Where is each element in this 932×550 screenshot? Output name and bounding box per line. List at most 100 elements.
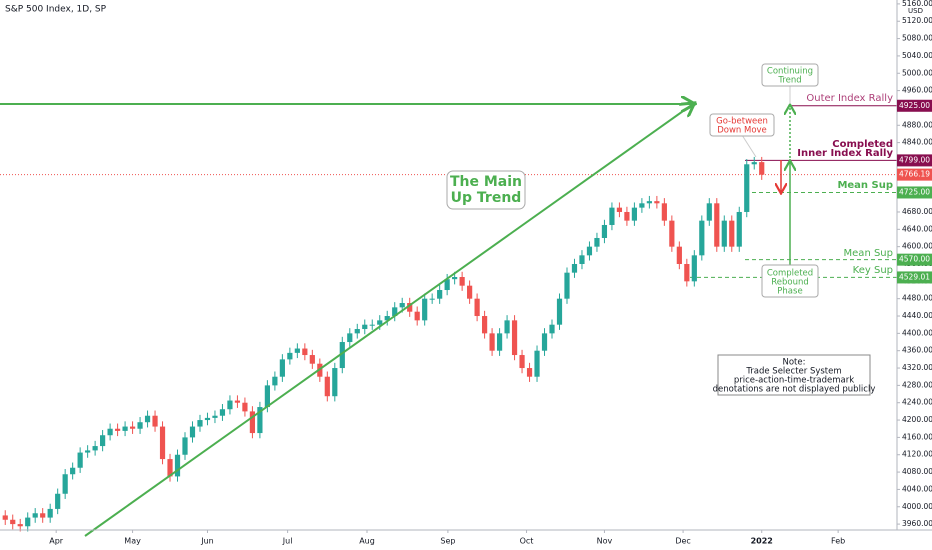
- candle-body: [519, 355, 525, 369]
- candle-body: [302, 348, 308, 356]
- candle-body: [631, 207, 638, 221]
- candle-body: [339, 342, 345, 369]
- x-tick-label: Aug: [359, 537, 375, 546]
- candle-body: [47, 508, 53, 518]
- y-tick-label: 4600.00: [902, 242, 932, 251]
- level-label: 4725.00: [899, 187, 930, 196]
- level-tag: [897, 168, 932, 181]
- level-label: 4570.00: [899, 255, 930, 264]
- y-tick-label: 4000.00: [902, 502, 932, 511]
- candle-body: [407, 303, 413, 312]
- candle-body: [496, 333, 503, 351]
- note-box: [717, 354, 871, 396]
- candle-body: [347, 333, 353, 343]
- candle-body: [744, 164, 750, 212]
- candle-body: [362, 324, 368, 330]
- callout-line: [741, 134, 757, 158]
- y-tick-label: 4360.00: [902, 346, 932, 355]
- candle-body: [197, 420, 203, 427]
- annotation-box: [761, 264, 819, 298]
- y-tick-label: 5000.00: [902, 68, 932, 77]
- candle-body: [684, 264, 690, 282]
- candle-body: [549, 324, 555, 334]
- candle-body: [601, 224, 608, 238]
- candle-body: [714, 203, 720, 247]
- level-label: 4766.19: [899, 170, 930, 179]
- candle-body: [377, 320, 383, 325]
- candle-body: [242, 402, 248, 412]
- annotation-box: [761, 63, 819, 87]
- candle-body: [414, 311, 420, 321]
- y-tick-label: 4440.00: [902, 311, 932, 320]
- candle-body: [279, 359, 285, 377]
- level-label: 4799.00: [899, 155, 930, 164]
- y-tick-label: 4040.00: [902, 484, 932, 493]
- annotation: Key Sup: [853, 265, 893, 276]
- candle-body: [511, 320, 518, 356]
- candle-body: [227, 400, 233, 410]
- candle-body: [639, 203, 645, 208]
- annotation: Up Trend: [451, 190, 522, 206]
- candle-body: [204, 417, 211, 421]
- candle-body: [219, 409, 226, 416]
- candle-body: [422, 298, 428, 321]
- candle-body: [2, 515, 8, 520]
- level-tag: [897, 253, 932, 266]
- candle-body: [324, 376, 330, 397]
- candle-body: [594, 237, 600, 247]
- candle-body: [676, 246, 682, 264]
- candle-body: [489, 333, 495, 351]
- candle-body: [556, 298, 563, 325]
- x-tick-label: Oct: [520, 537, 534, 546]
- candle-body: [399, 303, 405, 308]
- candle-body: [609, 207, 615, 225]
- candle-body: [114, 428, 121, 431]
- candle-body: [504, 320, 510, 334]
- annotation: Go-between: [716, 117, 768, 127]
- y-tick-label: 5040.00: [902, 51, 932, 60]
- candle-body: [159, 426, 166, 460]
- candle-body: [257, 407, 263, 434]
- trend-line: [84, 104, 693, 537]
- candle-body: [129, 426, 136, 429]
- annotation-box: [446, 170, 526, 210]
- annotation: The Main: [450, 174, 522, 190]
- candle-body: [729, 220, 735, 247]
- y-tick-label: 4880.00: [902, 120, 932, 129]
- x-tick-label: Apr: [49, 537, 64, 546]
- candle-body: [616, 207, 623, 212]
- candle-body: [482, 316, 488, 334]
- x-tick-label: Dec: [675, 537, 690, 546]
- y-tick-label: 4400.00: [902, 328, 932, 337]
- candle-body: [272, 376, 278, 386]
- candle-body: [534, 350, 540, 377]
- candle-body: [182, 437, 188, 455]
- level-tag: [897, 186, 932, 199]
- y-tick-label: 4200.00: [902, 415, 932, 424]
- y-tick-label: 5160.00: [902, 0, 932, 8]
- candle-body: [32, 513, 38, 518]
- currency: USD: [908, 7, 923, 15]
- y-tick-label: 4240.00: [902, 398, 932, 407]
- candle-body: [474, 298, 480, 317]
- note: denotations are not displayed publicly: [713, 385, 876, 395]
- x-tick-label: Jun: [200, 537, 214, 546]
- candle-body: [384, 316, 390, 321]
- candle-body: [751, 162, 757, 165]
- candle-body: [661, 203, 667, 221]
- y-tick-label: 4840.00: [902, 138, 932, 147]
- note: Note:: [783, 358, 806, 368]
- y-tick-label: 4120.00: [902, 450, 932, 459]
- annotation-box: [709, 113, 775, 137]
- candle-body: [444, 279, 450, 291]
- candle-body: [189, 426, 196, 438]
- candle-body: [294, 348, 300, 353]
- candle-body: [137, 422, 143, 429]
- level-tag: [897, 271, 932, 284]
- annotation: Mean Sup: [837, 180, 893, 191]
- candle-body: [10, 519, 16, 525]
- candle-body: [212, 415, 218, 418]
- candle-body: [541, 333, 548, 351]
- note: Trade Selecter System: [745, 367, 841, 377]
